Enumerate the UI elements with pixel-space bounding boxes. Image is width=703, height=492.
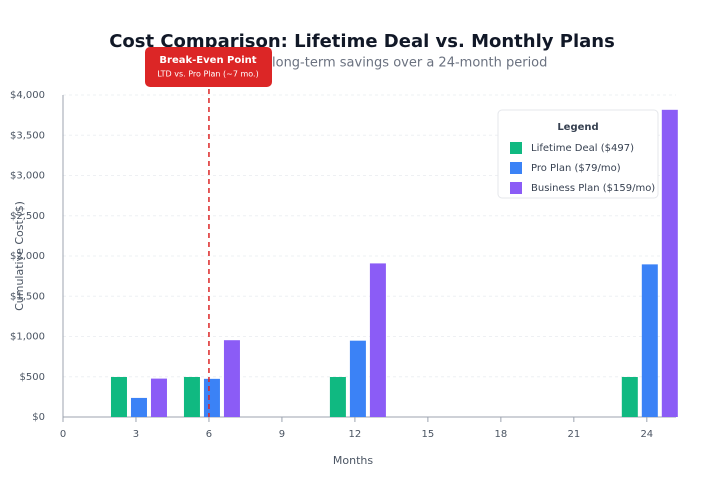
- legend-title: Legend: [557, 122, 598, 133]
- y-tick-label: $4,000: [10, 90, 45, 101]
- bar: [223, 340, 240, 417]
- x-tick-label: 18: [494, 429, 507, 440]
- legend-label: Lifetime Deal ($497): [531, 143, 634, 154]
- y-tick-label: $2,000: [10, 251, 45, 262]
- bar: [349, 340, 366, 417]
- bar: [130, 397, 147, 417]
- y-tick-label: $0: [32, 412, 45, 423]
- y-tick-label: $3,500: [10, 130, 45, 141]
- bar: [110, 376, 127, 417]
- x-tick-label: 15: [422, 429, 435, 440]
- x-tick-label: 21: [567, 429, 580, 440]
- bar: [661, 109, 678, 417]
- x-tick-label: 12: [349, 429, 362, 440]
- legend: Legend Lifetime Deal ($497) Pro Plan ($79/…: [497, 109, 659, 199]
- bar: [150, 378, 167, 417]
- bar: [183, 376, 200, 417]
- bar: [621, 376, 638, 417]
- x-tick-label: 24: [640, 429, 653, 440]
- x-tick-label: 3: [133, 429, 139, 440]
- x-axis-label: Months: [333, 454, 373, 467]
- chart-title: Cost Comparison: Lifetime Deal vs. Month…: [109, 31, 615, 52]
- legend-swatch: [510, 182, 522, 194]
- legend-label: Business Plan ($159/mo): [531, 183, 655, 194]
- y-tick-label: $1,000: [10, 332, 45, 343]
- chart-subtitle: long-term savings over a 24-month period: [272, 56, 547, 71]
- bar: [641, 264, 658, 417]
- annotation-title: Break-Even Point: [159, 55, 256, 66]
- annotation-box: [145, 47, 272, 87]
- y-tick-label: $500: [20, 372, 45, 383]
- legend-swatch: [510, 162, 522, 174]
- bar: [203, 378, 220, 417]
- legend-swatch: [510, 142, 522, 154]
- bar: [369, 263, 386, 417]
- x-tick-label: 0: [60, 429, 66, 440]
- y-tick-label: $2,500: [10, 211, 45, 222]
- y-axis-label: Cumulative Cost ($): [13, 201, 26, 311]
- y-tick-label: $3,000: [10, 171, 45, 182]
- bar: [329, 376, 346, 417]
- y-tick-label: $1,500: [10, 291, 45, 302]
- x-tick-label: 6: [206, 429, 212, 440]
- legend-label: Pro Plan ($79/mo): [531, 163, 621, 174]
- legend-box: [497, 109, 659, 199]
- x-tick-label: 9: [279, 429, 285, 440]
- annotation-text: LTD vs. Pro Plan (~7 mo.): [157, 70, 258, 79]
